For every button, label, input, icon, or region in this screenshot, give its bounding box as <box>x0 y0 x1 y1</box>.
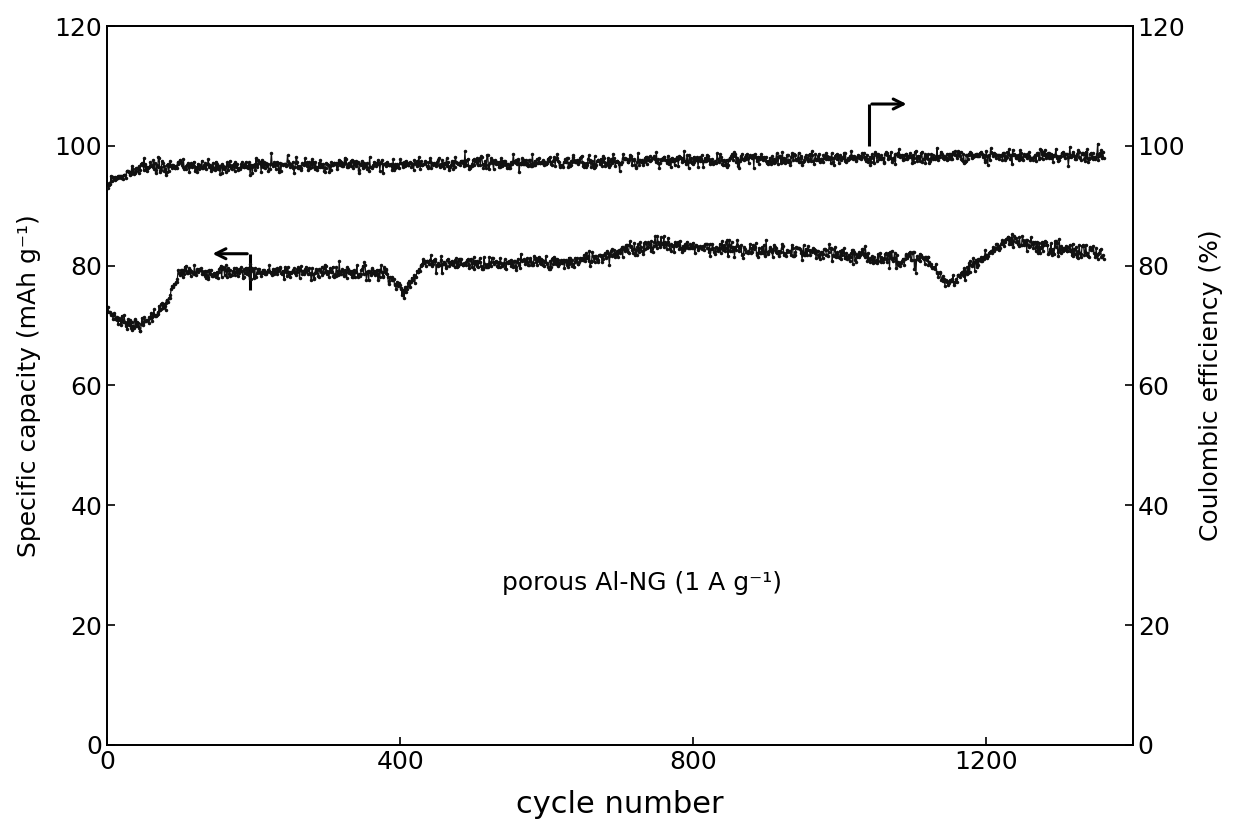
Y-axis label: Coulombic efficiency (%): Coulombic efficiency (%) <box>1199 230 1224 541</box>
Y-axis label: Specific capacity (mAh g⁻¹): Specific capacity (mAh g⁻¹) <box>16 214 41 557</box>
Text: porous Al-NG (1 A g⁻¹): porous Al-NG (1 A g⁻¹) <box>502 571 782 595</box>
X-axis label: cycle number: cycle number <box>516 790 724 819</box>
